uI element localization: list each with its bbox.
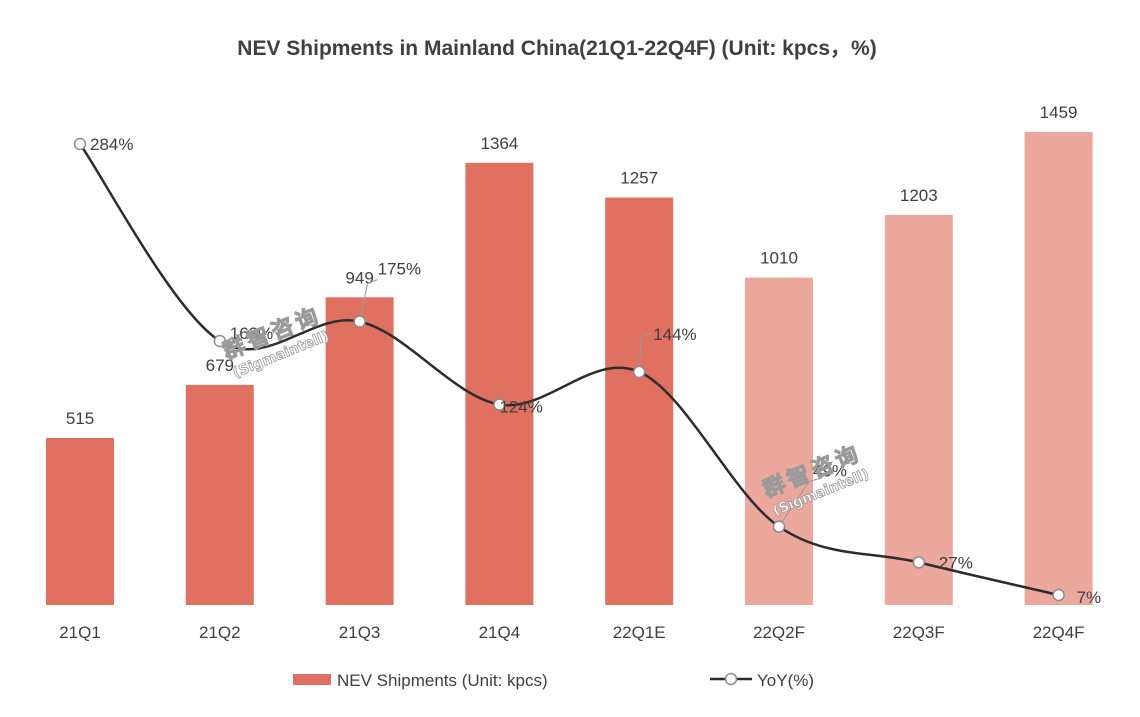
- x-tick-label: 21Q3: [339, 623, 381, 642]
- yoy-marker: [353, 315, 366, 328]
- bar-value-label: 1459: [1040, 103, 1078, 122]
- yoy-marker: [73, 137, 87, 151]
- x-tick-label: 21Q2: [199, 623, 241, 642]
- bar-21Q1: [46, 438, 114, 605]
- x-tick-label: 22Q3F: [893, 623, 945, 642]
- legend-line-label: YoY(%): [757, 671, 814, 690]
- leader-line: [778, 478, 820, 527]
- x-tick-label: 21Q1: [59, 623, 101, 642]
- yoy-marker: [912, 556, 926, 569]
- leader-line: [359, 279, 378, 322]
- bar-value-label: 679: [206, 356, 234, 375]
- yoy-value-label: 284%: [90, 135, 133, 154]
- yoy-marker: [632, 365, 646, 379]
- x-tick-label: 21Q4: [479, 623, 521, 642]
- x-tick-label: 22Q2F: [753, 623, 805, 642]
- chart-title: NEV Shipments in Mainland China(21Q1-22Q…: [237, 37, 876, 60]
- bar-value-label: 1364: [480, 134, 518, 153]
- x-axis-ticks: 21Q1 21Q2 21Q3 21Q4 22Q1E 22Q2F 22Q3F 22Q4F: [59, 623, 1084, 642]
- bar-22Q2F: [745, 277, 813, 605]
- yoy-value-label: 49%: [813, 462, 847, 481]
- yoy-marker: [213, 334, 227, 348]
- yoy-value-label: 27%: [939, 553, 973, 572]
- leader-line: [638, 333, 652, 372]
- yoy-value-label: 144%: [653, 325, 696, 344]
- bar-value-label: 1257: [620, 169, 658, 188]
- x-tick-label: 22Q4F: [1033, 623, 1085, 642]
- line-layer: 284% 163% 175% 124% 144% 49% 27% 7%: [73, 135, 1102, 607]
- bar-21Q4: [465, 162, 534, 606]
- bar-value-label: 1010: [760, 249, 798, 268]
- x-tick-label: 22Q1E: [613, 623, 666, 642]
- bar-value-label: 1203: [900, 186, 938, 205]
- bar-21Q3: [325, 297, 394, 605]
- yoy-marker: [493, 398, 506, 411]
- yoy-value-label: 163%: [230, 324, 273, 343]
- bar-22Q4F: [1024, 132, 1093, 605]
- yoy-marker: [1052, 588, 1065, 602]
- bar-value-label: 515: [66, 409, 94, 428]
- yoy-value-label: 7%: [1077, 588, 1102, 607]
- legend-line-marker: [724, 672, 738, 686]
- bar-22Q3F: [884, 215, 953, 605]
- bar-21Q2: [185, 384, 254, 605]
- legend: NEV Shipments (Unit: kpcs) YoY(%): [293, 671, 814, 690]
- bars-layer: 515 679 949 1364 1257 1010 1203 1459: [46, 103, 1093, 606]
- yoy-marker: [772, 520, 786, 533]
- watermark-1: 群智咨询 (Sigmaintell): [219, 301, 332, 381]
- legend-bar-swatch: [293, 674, 331, 685]
- bar-value-label: 949: [345, 268, 373, 287]
- yoy-value-label: 175%: [378, 260, 421, 279]
- legend-bar-label: NEV Shipments (Unit: kpcs): [337, 671, 548, 690]
- yoy-value-label: 124%: [499, 398, 542, 417]
- bar-22Q1E: [605, 197, 674, 605]
